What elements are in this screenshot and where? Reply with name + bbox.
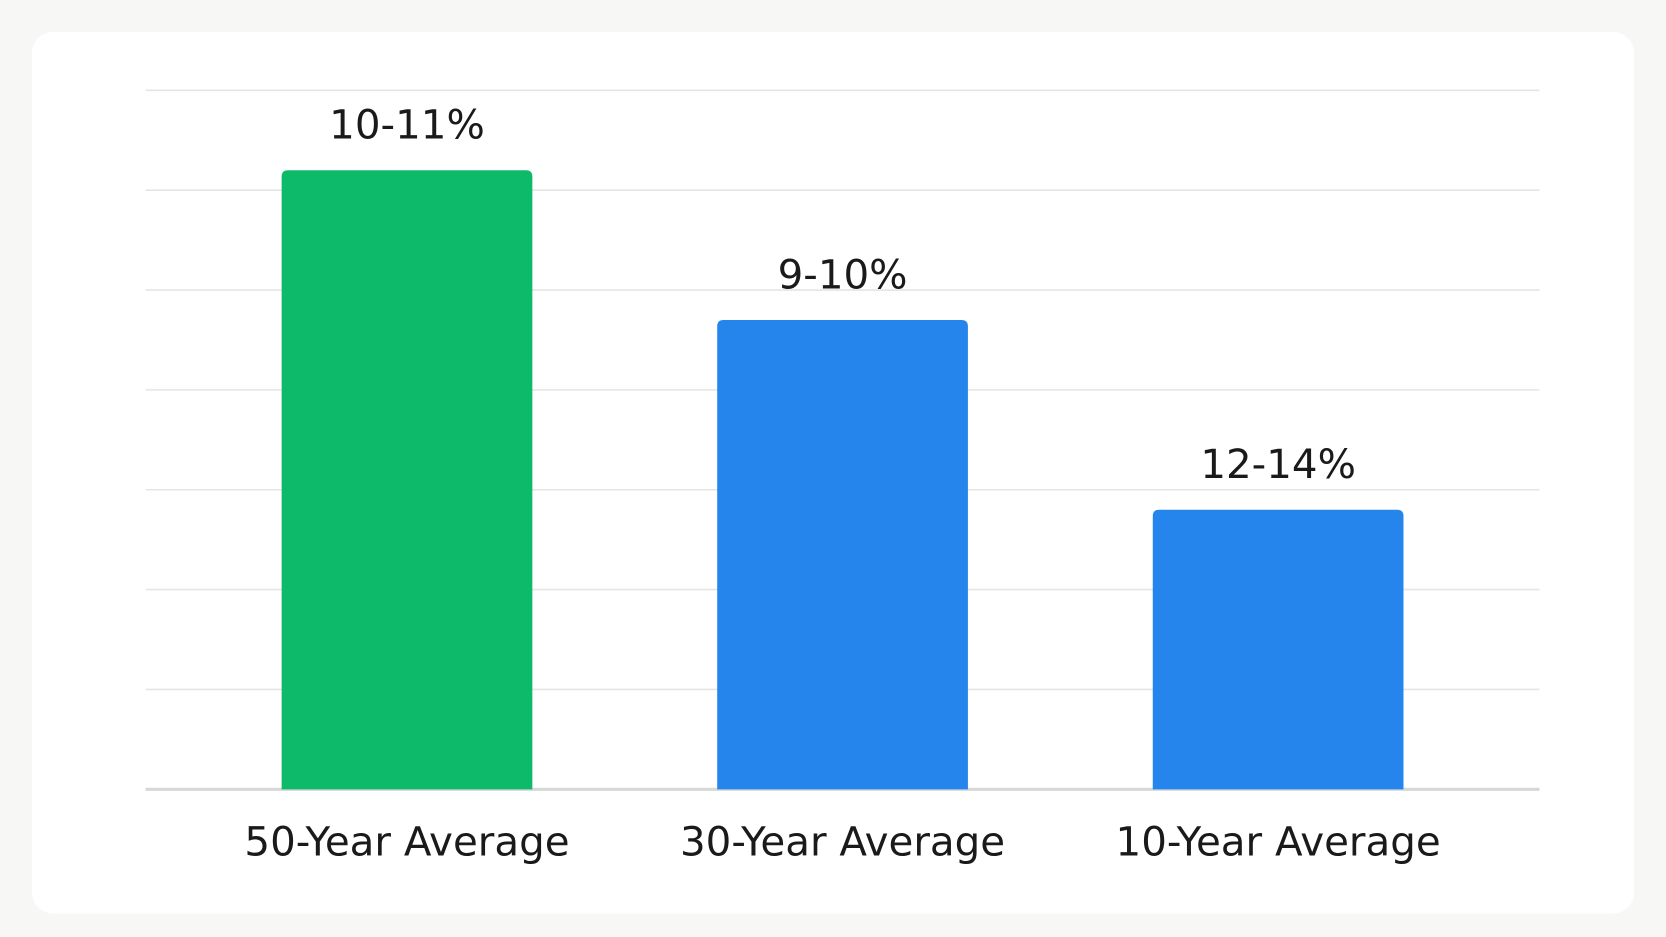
x-tick-label: 10-Year Average [1116, 819, 1441, 866]
bar-annotation: 9-10% [778, 251, 908, 298]
bar [281, 170, 533, 790]
bar-annotation: 12-14% [1200, 441, 1356, 488]
bar [1152, 509, 1404, 790]
bar-annotation: 10-11% [329, 102, 485, 149]
bar [717, 319, 968, 790]
x-tick-label: 30-Year Average [680, 819, 1005, 866]
x-tick-label: 50-Year Average [244, 819, 569, 866]
